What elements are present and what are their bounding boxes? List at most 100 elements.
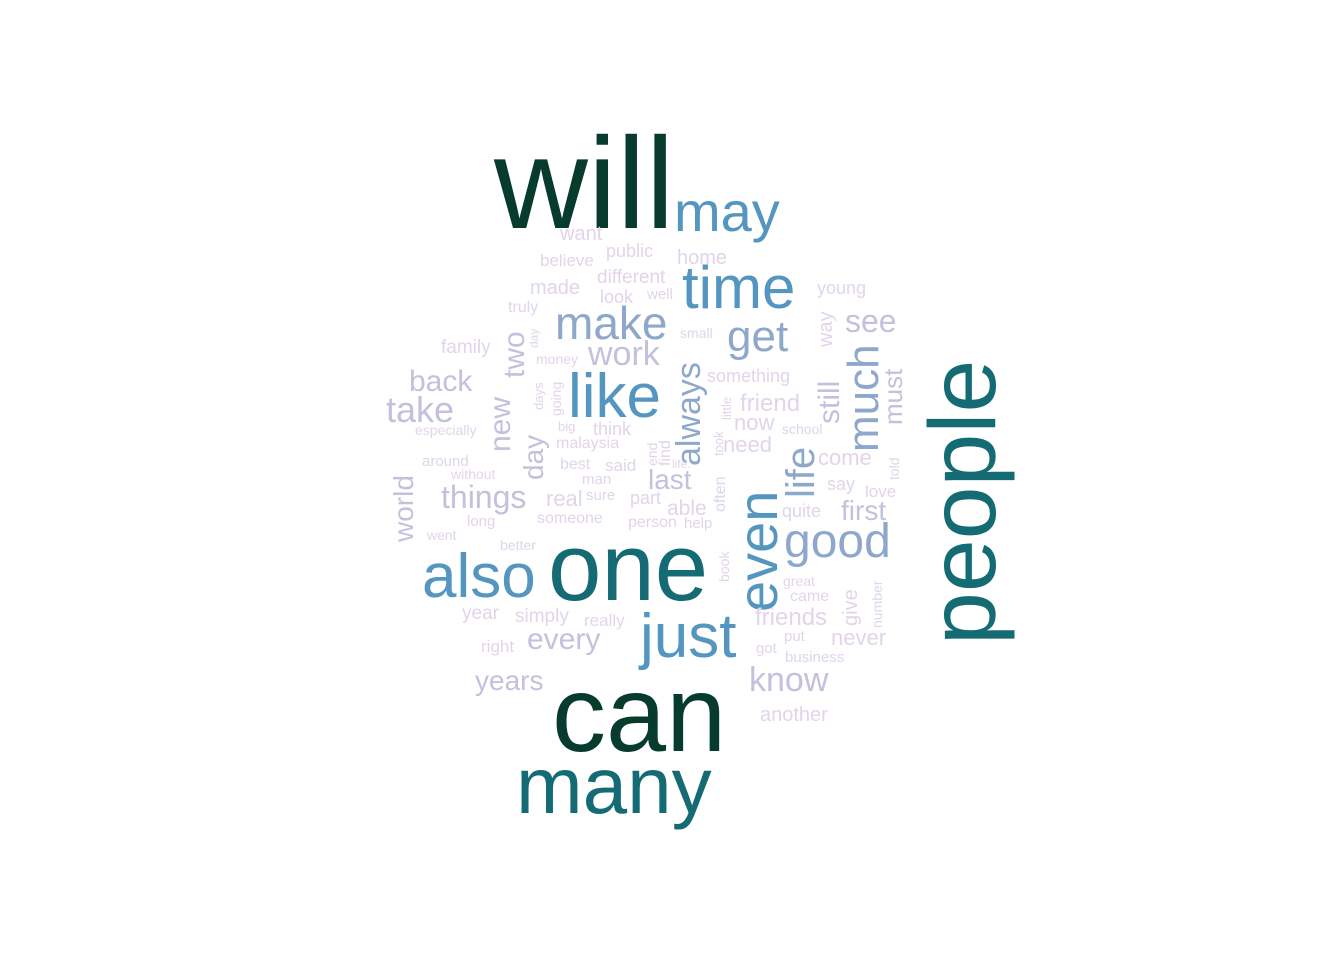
cloud-word: book bbox=[716, 551, 732, 582]
cloud-word: need bbox=[723, 432, 772, 457]
cloud-word: come bbox=[818, 445, 872, 470]
cloud-word: simply bbox=[515, 606, 569, 627]
cloud-word: quite bbox=[782, 501, 822, 521]
cloud-word: also bbox=[422, 542, 536, 611]
cloud-word: something bbox=[707, 366, 791, 386]
cloud-word: better bbox=[500, 537, 536, 553]
cloud-word: one bbox=[548, 514, 709, 621]
cloud-word: two bbox=[498, 331, 531, 378]
cloud-word: people bbox=[910, 359, 1016, 645]
cloud-word: take bbox=[386, 389, 455, 430]
cloud-word: like bbox=[568, 362, 662, 431]
cloud-word: man bbox=[582, 471, 612, 488]
cloud-word: school bbox=[782, 421, 823, 437]
cloud-word: can bbox=[552, 653, 727, 774]
cloud-word: able bbox=[667, 497, 707, 520]
cloud-word: make bbox=[555, 297, 668, 349]
cloud-word: great bbox=[783, 573, 815, 589]
cloud-word: years bbox=[475, 665, 544, 696]
cloud-word: often bbox=[712, 476, 729, 512]
cloud-word: will bbox=[494, 110, 675, 256]
cloud-word: took bbox=[711, 431, 726, 456]
cloud-word: business bbox=[785, 649, 845, 666]
cloud-word: money bbox=[536, 351, 579, 367]
cloud-word: good bbox=[784, 515, 891, 568]
cloud-word: help bbox=[684, 515, 713, 532]
cloud-word: every bbox=[527, 623, 601, 656]
cloud-word: right bbox=[481, 637, 515, 656]
cloud-word: home bbox=[677, 247, 728, 269]
cloud-word: new bbox=[484, 396, 517, 452]
cloud-word: days bbox=[531, 382, 546, 410]
cloud-word: give bbox=[840, 589, 862, 626]
cloud-word: going bbox=[548, 381, 564, 416]
cloud-word: little bbox=[719, 396, 734, 420]
cloud-word: long bbox=[467, 513, 496, 530]
cloud-word: public bbox=[606, 241, 654, 261]
cloud-word: now bbox=[734, 410, 775, 435]
cloud-word: said bbox=[605, 456, 637, 475]
cloud-word: say bbox=[827, 474, 856, 494]
cloud-word: went bbox=[427, 527, 457, 543]
cloud-word: day bbox=[518, 434, 549, 480]
cloud-word: end bbox=[644, 442, 660, 466]
cloud-word: especially bbox=[415, 422, 477, 438]
cloud-word: last bbox=[648, 464, 692, 495]
cloud-word: real bbox=[546, 486, 583, 511]
cloud-word: came bbox=[790, 588, 830, 605]
cloud-word: many bbox=[516, 741, 712, 830]
cloud-word: different bbox=[597, 267, 666, 288]
cloud-word: got bbox=[756, 640, 777, 657]
cloud-word: find bbox=[657, 440, 674, 466]
cloud-word: know bbox=[749, 661, 829, 699]
cloud-word: sure bbox=[586, 487, 616, 504]
cloud-word: life. bbox=[672, 457, 691, 471]
cloud-word: another bbox=[760, 704, 828, 726]
cloud-word: small bbox=[680, 325, 713, 341]
cloud-word: put bbox=[784, 628, 805, 645]
cloud-word: back bbox=[409, 365, 473, 398]
cloud-word: young bbox=[817, 278, 867, 298]
cloud-word: family bbox=[441, 337, 491, 358]
cloud-word: someone bbox=[537, 510, 603, 527]
cloud-word: truly bbox=[508, 299, 539, 316]
cloud-word: friend bbox=[740, 390, 801, 417]
cloud-word: big bbox=[558, 419, 576, 434]
cloud-word: really bbox=[584, 611, 625, 630]
cloud-word: life bbox=[779, 446, 823, 498]
cloud-word: day bbox=[527, 328, 541, 348]
cloud-word: get bbox=[727, 312, 789, 361]
cloud-word: even bbox=[726, 490, 789, 612]
cloud-word: always bbox=[670, 362, 708, 466]
cloud-word: friends bbox=[755, 604, 828, 631]
cloud-word: around bbox=[422, 453, 469, 470]
cloud-word: person bbox=[628, 514, 677, 531]
cloud-word: number bbox=[869, 580, 885, 628]
cloud-word: world bbox=[388, 475, 419, 542]
cloud-word: work bbox=[588, 335, 660, 373]
cloud-word: want bbox=[560, 223, 603, 245]
cloud-word: well bbox=[647, 286, 673, 303]
cloud-word: part bbox=[630, 488, 662, 508]
cloud-word: believe bbox=[540, 251, 594, 270]
cloud-word: things bbox=[441, 479, 527, 515]
cloud-word: see bbox=[845, 303, 897, 339]
cloud-word: never bbox=[831, 625, 887, 650]
cloud-word: still bbox=[813, 380, 846, 424]
cloud-word: just bbox=[640, 602, 737, 671]
cloud-word: best bbox=[560, 456, 591, 473]
cloud-word: malaysia bbox=[556, 435, 620, 452]
cloud-word: must bbox=[878, 368, 908, 425]
cloud-word: love bbox=[865, 482, 897, 501]
cloud-word: look bbox=[600, 287, 634, 307]
cloud-word: think bbox=[593, 419, 632, 439]
cloud-word: time bbox=[682, 254, 796, 321]
cloud-word: made bbox=[530, 277, 581, 299]
cloud-word: without bbox=[451, 466, 496, 482]
cloud-word: told bbox=[886, 457, 902, 480]
cloud-word: first bbox=[841, 495, 887, 526]
cloud-word: year bbox=[462, 603, 499, 624]
cloud-word: way bbox=[815, 311, 837, 347]
cloud-word: may bbox=[674, 180, 780, 243]
